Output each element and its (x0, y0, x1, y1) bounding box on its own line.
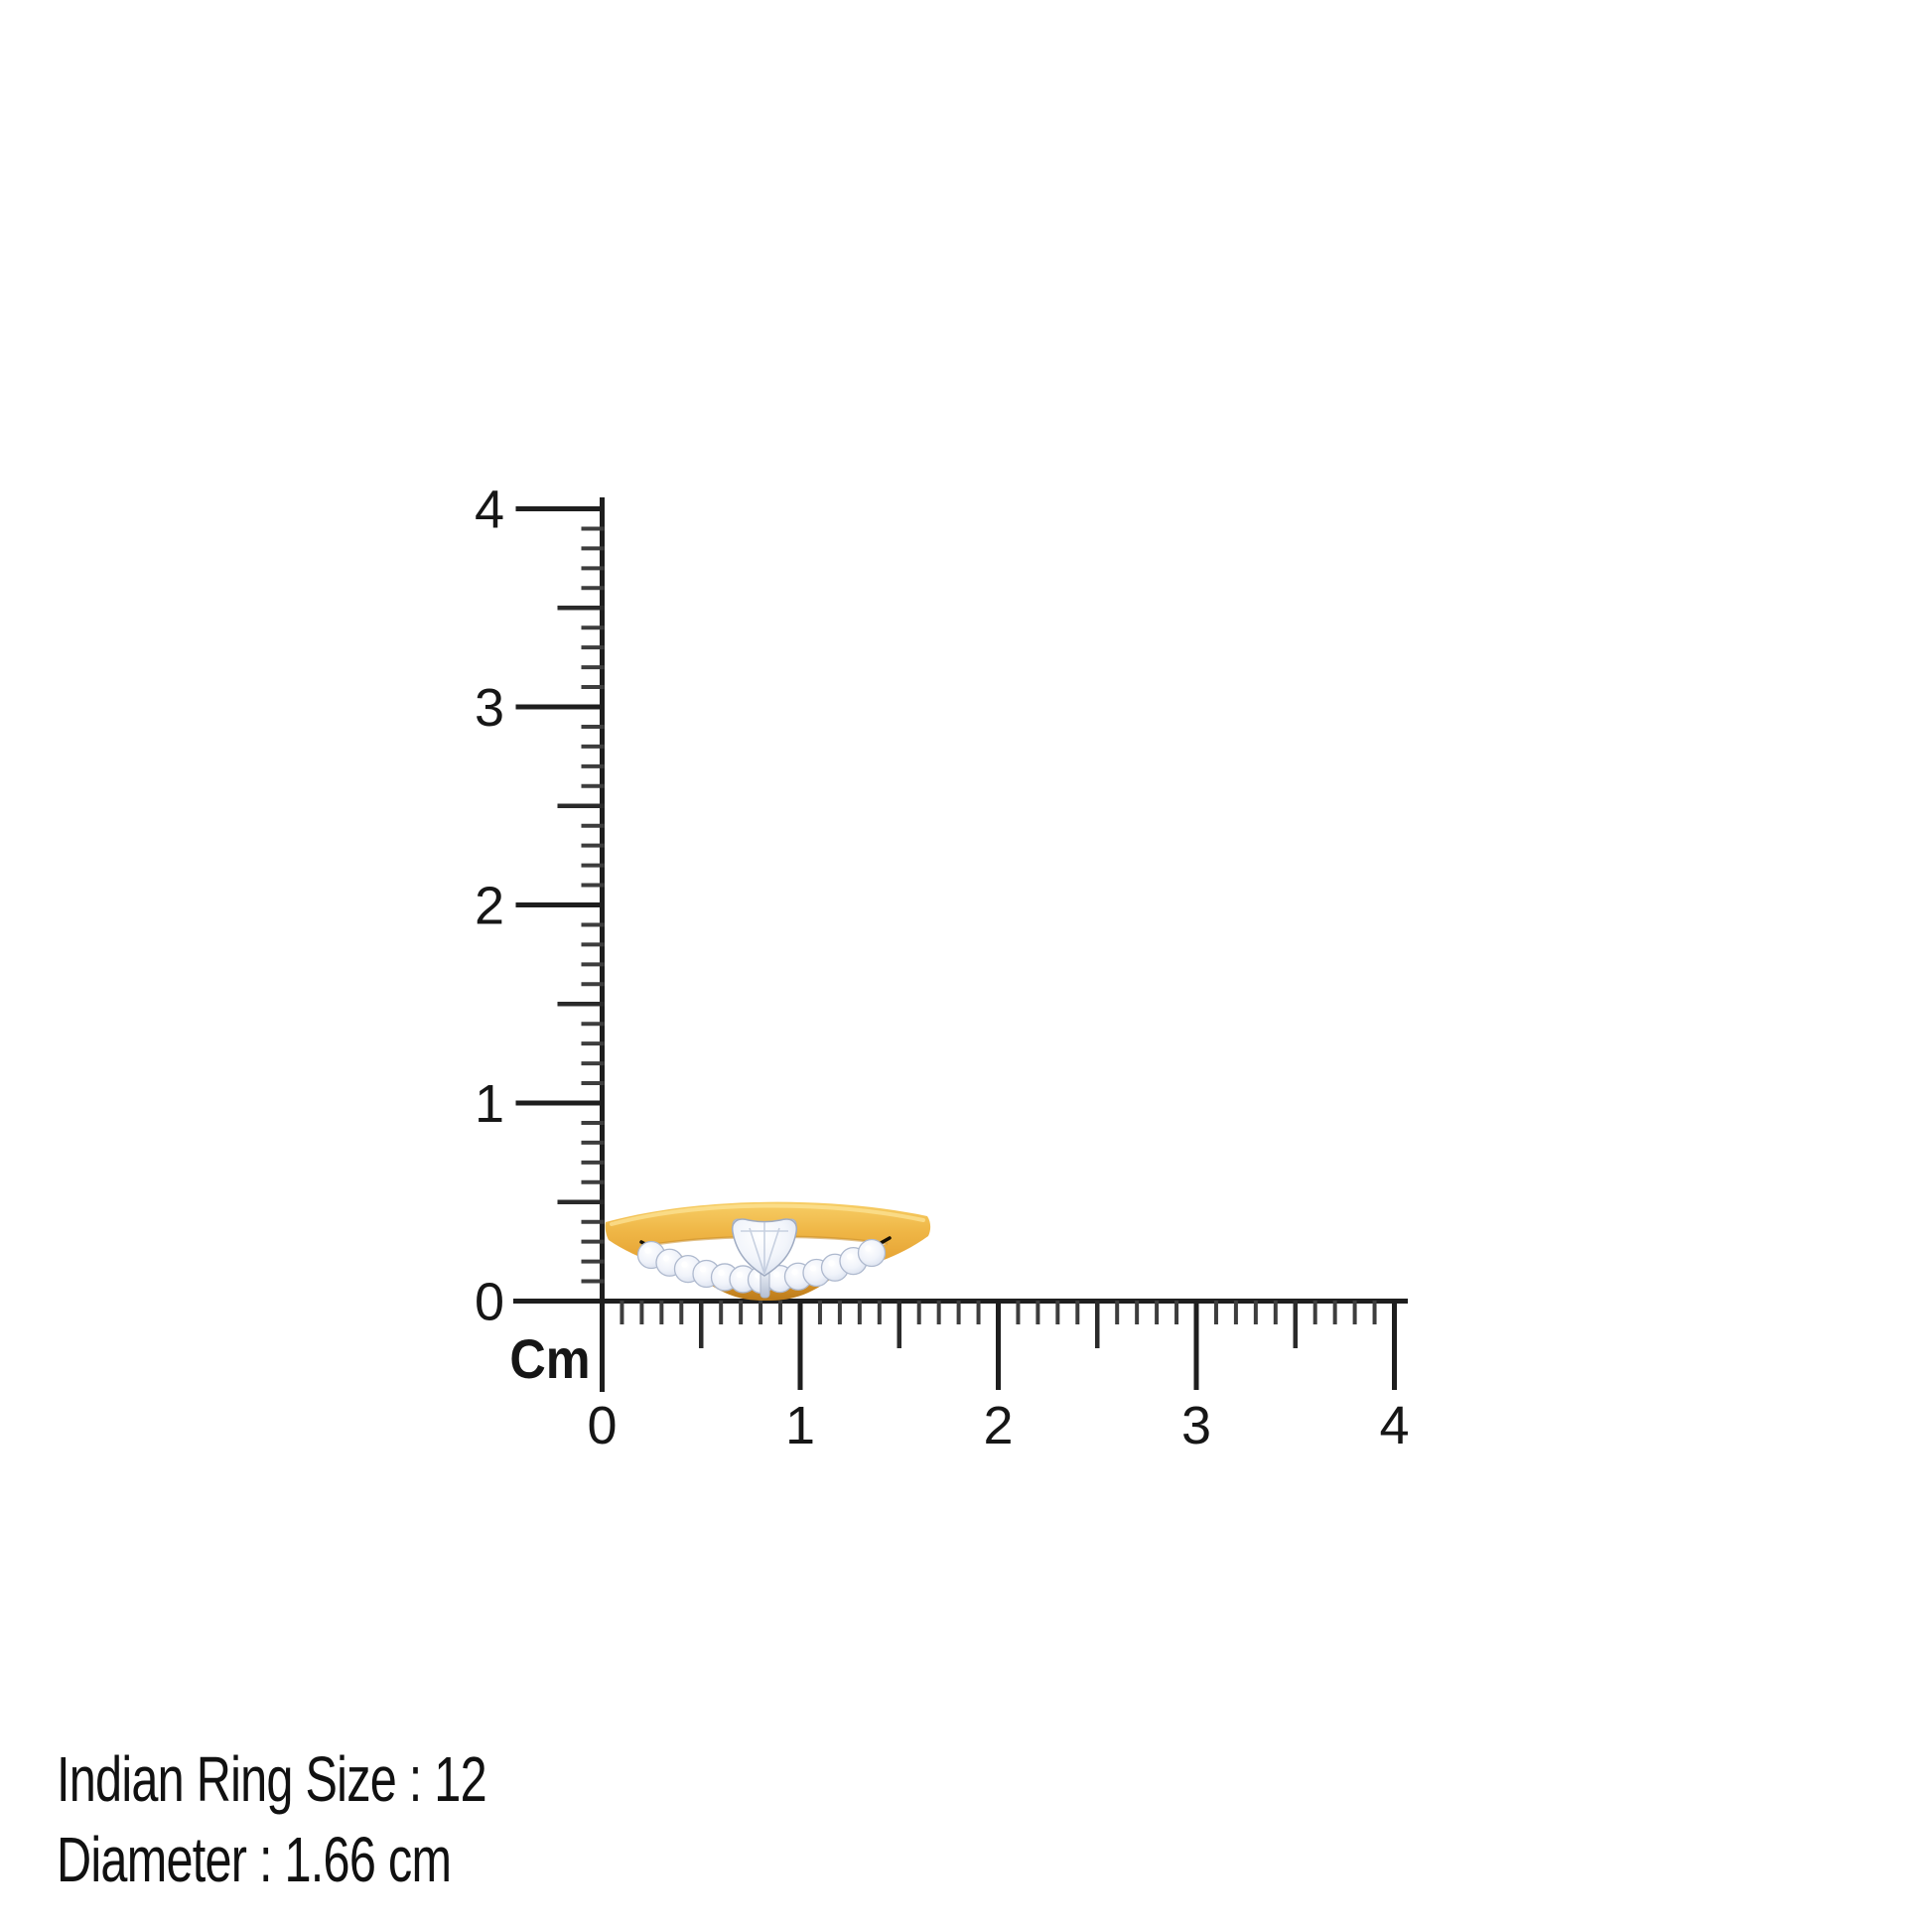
pave-diamond (857, 1238, 887, 1268)
pave-diamond-sparkle (755, 1272, 761, 1279)
horizontal-ruler (513, 1299, 1408, 1390)
pave-diamond-sparkle (699, 1266, 707, 1273)
pave-diamond-sparkle (644, 1247, 651, 1254)
h-axis-label-2: 2 (983, 1396, 1013, 1455)
ruler-labels: 0 1 2 3 4 0 1 2 3 4 (475, 481, 1410, 1456)
band-highlight (610, 1203, 925, 1226)
ring-size-text: Indian Ring Size : 12 (57, 1743, 487, 1815)
pave-diamond-sparkle (846, 1253, 854, 1260)
pave-diamond-sparkle (865, 1245, 872, 1252)
pave-diamond-sparkle (809, 1265, 817, 1272)
trillion-facets (741, 1222, 788, 1275)
h-axis-label-4: 4 (1379, 1396, 1409, 1455)
unit-label: Cm (509, 1327, 591, 1390)
h-axis-label-1: 1 (785, 1396, 815, 1455)
v-axis-label-2: 2 (475, 877, 504, 936)
pave-diamond-sparkle (736, 1271, 744, 1279)
pave-diamond-sparkle (828, 1260, 835, 1267)
vertical-ruler (515, 497, 605, 1392)
ring-illustration (605, 1201, 931, 1301)
pave-diamond-sparkle (718, 1269, 725, 1277)
pave-diamond-sparkle (772, 1271, 780, 1278)
product-caption: Indian Ring Size : 12 Diameter : 1.66 cm (57, 1739, 622, 1900)
v-axis-label-0: 0 (475, 1273, 504, 1332)
diameter-text: Diameter : 1.66 cm (57, 1824, 452, 1895)
v-axis-label-3: 3 (475, 678, 504, 738)
h-axis-label-3: 3 (1181, 1396, 1211, 1455)
pave-diamond-sparkle (662, 1255, 670, 1262)
pave-diamond-sparkle (791, 1269, 798, 1276)
h-axis-label-0: 0 (587, 1396, 617, 1455)
v-axis-label-1: 1 (475, 1074, 504, 1134)
v-axis-label-4: 4 (475, 481, 504, 540)
pave-diamond-sparkle (681, 1261, 688, 1268)
